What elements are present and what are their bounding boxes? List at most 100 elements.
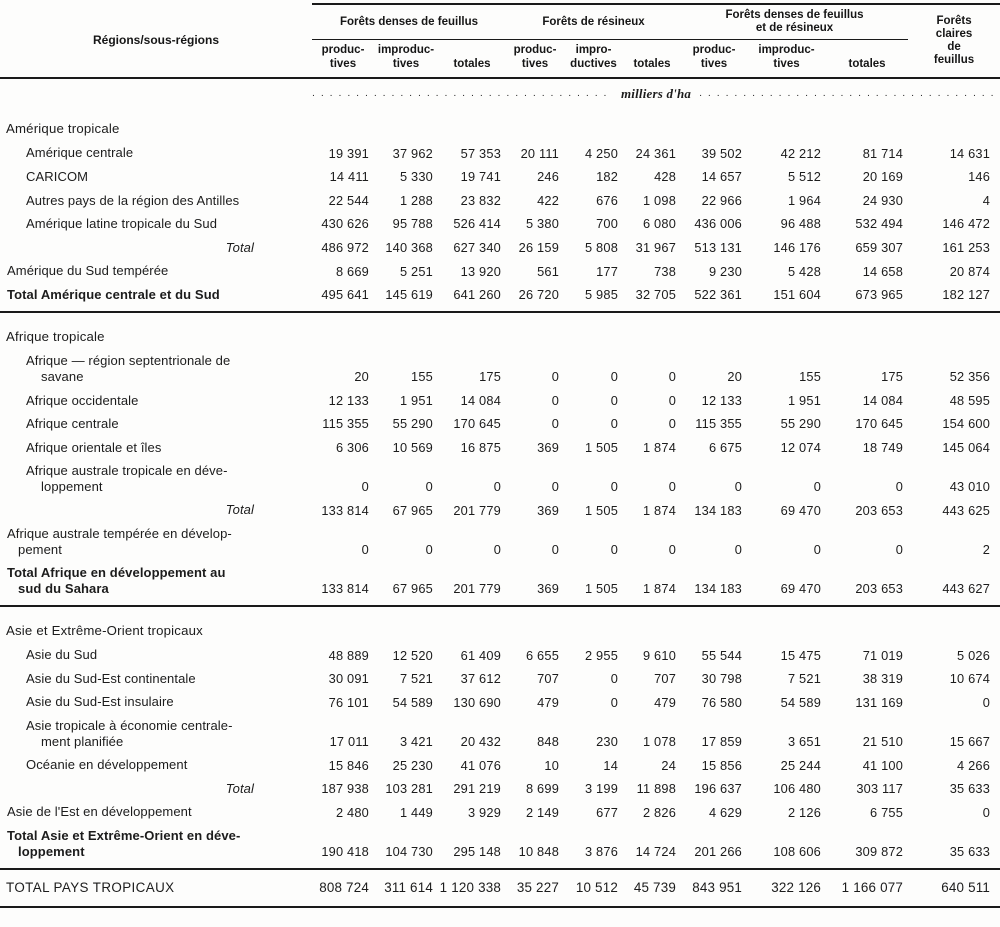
value-cell: 7 521 — [787, 671, 822, 687]
value-cell: 495 641 — [312, 282, 374, 314]
value-cell: 115 355 — [695, 416, 743, 432]
value-cell: 17 859 — [701, 733, 743, 749]
value-cell: 4 266 — [957, 757, 991, 773]
value-cell: 26 159 — [518, 239, 560, 255]
table-body: . . . . . . . . . . . . . . . . . . . . … — [0, 78, 1000, 909]
row-label: Total — [225, 502, 254, 518]
row-label: Océanie en développement — [26, 757, 188, 773]
value-cell: 0 — [895, 541, 904, 557]
row-label: Asie du Sud-Est insulaire — [26, 694, 174, 710]
table-header: Régions/sous-régions Forêts denses de fe… — [0, 3, 1000, 79]
value-cell: 201 779 — [453, 502, 502, 518]
value-cell: 526 414 — [453, 216, 502, 232]
value-cell: 38 319 — [862, 671, 904, 687]
row-label: Asie du Sud-Est continentale — [26, 670, 196, 686]
units-dots-left: . . . . . . . . . . . . . . . . . . . . … — [312, 87, 613, 100]
value-cell: 1 505 — [584, 502, 619, 518]
value-cell: 14 411 — [329, 169, 369, 185]
value-cell: 1 505 — [584, 439, 619, 455]
value-cell: 24 930 — [862, 192, 904, 208]
value-cell: 14 631 — [949, 145, 991, 161]
value-cell: 201 779 — [438, 561, 507, 608]
value-cell: 1 166 077 — [826, 868, 909, 909]
value-cell: 0 — [610, 416, 619, 432]
value-cell: 0 — [734, 541, 743, 557]
grand-total-row: TOTAL PAYS TROPICAUX 808 724 311 614 1 120 … — [0, 868, 1000, 909]
value-cell: 145 064 — [942, 439, 991, 455]
value-cell: 151 604 — [747, 282, 827, 314]
value-cell: 10 848 — [506, 824, 565, 871]
value-cell: 6 080 — [642, 216, 677, 232]
value-cell: 513 131 — [694, 239, 743, 255]
value-cell: 2 955 — [584, 647, 619, 663]
value-cell: 15 475 — [780, 647, 822, 663]
value-cell: 41 076 — [460, 757, 502, 773]
value-cell: 641 260 — [438, 282, 507, 314]
value-cell: 848 — [537, 733, 560, 749]
value-cell: 39 502 — [701, 145, 743, 161]
value-cell: 3 929 — [467, 804, 502, 820]
value-cell: 30 798 — [701, 671, 743, 687]
value-cell: 55 544 — [701, 647, 743, 663]
units-row-spacer — [0, 78, 312, 106]
value-cell: 14 084 — [862, 392, 904, 408]
value-cell: 52 356 — [949, 369, 991, 385]
value-cell: 5 380 — [525, 216, 560, 232]
value-cell: 45 739 — [623, 868, 682, 909]
table-row: Asie du Sud-Est insulaire 76 101 54 589 130… — [0, 690, 1000, 714]
value-cell: 8 669 — [335, 263, 369, 279]
value-cell: 24 361 — [635, 145, 677, 161]
value-cell: 0 — [493, 541, 502, 557]
value-cell: 108 606 — [747, 824, 827, 871]
table-row: Afrique — région septentrionale de savan… — [0, 349, 1000, 388]
section-heading-row: Amérique tropicale — [0, 105, 1000, 141]
units-cell: . . . . . . . . . . . . . . . . . . . . … — [312, 78, 1000, 106]
value-cell: 25 230 — [392, 757, 433, 773]
value-cell: 155 — [411, 369, 433, 385]
value-cell: 170 645 — [855, 416, 904, 432]
row-label: Afrique occidentale — [26, 392, 139, 408]
value-cell: 182 — [596, 169, 619, 185]
row-label: Total — [225, 239, 254, 255]
value-cell: 6 675 — [708, 439, 743, 455]
value-cell: 808 724 — [312, 868, 374, 909]
value-cell: 2 826 — [642, 804, 677, 820]
row-label: Afrique australe tropicale en déve- lopp… — [26, 463, 228, 494]
value-cell: 67 965 — [374, 561, 438, 608]
group-header-dense-feuillus: Forêts denses de feuillus — [312, 3, 507, 41]
value-cell: 14 — [603, 757, 619, 773]
table-row: Total Asie et Extrême-Orient en déve- lo… — [0, 824, 1000, 871]
value-cell: 81 714 — [862, 145, 904, 161]
value-cell: 24 — [661, 757, 677, 773]
table-row: Total 133 814 67 965 201 779 369 1 505 1 874 13… — [0, 498, 1000, 522]
row-label: Afrique australe tempérée en dévelop- pe… — [7, 526, 232, 557]
value-cell: 677 — [596, 804, 619, 820]
value-cell: 14 724 — [623, 824, 682, 871]
value-cell: 15 667 — [949, 733, 991, 749]
value-cell: 54 589 — [392, 694, 433, 710]
value-cell: 10 569 — [392, 439, 433, 455]
value-cell: 443 625 — [942, 502, 991, 518]
value-cell: 43 010 — [949, 479, 991, 495]
value-cell: 103 281 — [385, 781, 433, 797]
value-cell: 154 600 — [942, 416, 991, 432]
value-cell: 3 421 — [399, 733, 433, 749]
col-header-df-improductives: improduc- tives — [374, 39, 438, 79]
col-header-dfr-improductives: improduc- tives — [747, 39, 827, 79]
table-row: Amérique centrale 19 391 37 962 57 353 20 11… — [0, 141, 1000, 165]
value-cell: 16 875 — [460, 439, 502, 455]
row-label: Total Afrique en développement au sud du… — [0, 561, 312, 608]
value-cell: 155 — [799, 369, 822, 385]
value-cell: 10 — [544, 757, 560, 773]
row-label: Asie de l'Est en développement — [7, 804, 192, 820]
forest-area-table: Régions/sous-régions Forêts denses de fe… — [0, 3, 1000, 909]
value-cell: 6 755 — [870, 804, 904, 820]
value-cell: 69 470 — [747, 561, 827, 608]
value-cell: 14 657 — [701, 169, 743, 185]
table-row: Afrique centrale 115 355 55 290 170 645 0 0 0 1… — [0, 412, 1000, 436]
value-cell: 20 — [354, 369, 369, 385]
value-cell: 14 084 — [460, 392, 502, 408]
value-cell: 230 — [596, 733, 619, 749]
value-cell: 146 176 — [773, 239, 822, 255]
value-cell: 0 — [813, 541, 822, 557]
